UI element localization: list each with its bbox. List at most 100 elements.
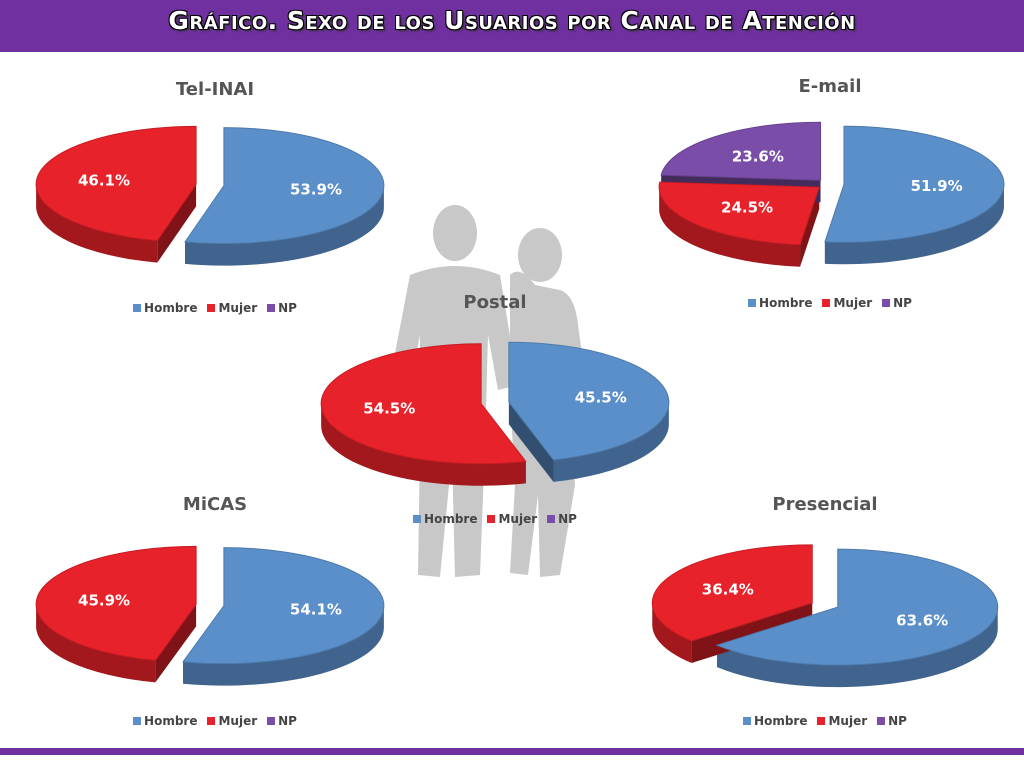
data-label-mujer: 54.5%: [363, 399, 415, 417]
chart-legend: Hombre Mujer NP: [650, 714, 1000, 728]
chart-presencial: Presencial 63.6% 36.4% Hombre Mujer NP: [650, 490, 1000, 740]
legend-label: Mujer: [498, 512, 538, 526]
legend-item-hombre: Hombre: [133, 301, 197, 315]
legend-swatch: [882, 299, 891, 307]
legend-item-np: NP: [877, 714, 907, 728]
pie-slice-wall: [183, 605, 384, 686]
pie-slice-wall: [717, 607, 998, 688]
legend-swatch: [267, 304, 276, 312]
chart-legend: Hombre Mujer NP: [40, 301, 390, 315]
legend-label: NP: [278, 714, 297, 728]
pie-slice-side-mujer: [36, 184, 197, 263]
legend-swatch: [487, 515, 496, 523]
chart-email: E-mail 51.9% 24.5% 23.6% Hombre Mujer NP: [658, 72, 1005, 322]
legend-swatch: [817, 717, 826, 725]
pie-slice-hombre: [508, 341, 670, 461]
chart-title: MiCAS: [182, 494, 248, 515]
chart-tel-inai: Tel-INAI 53.9% 46.1% Hombre Mujer NP: [35, 75, 390, 325]
chart-title: Postal: [463, 292, 527, 313]
pie-slice-cut-face: [508, 402, 554, 482]
legend-label: Mujer: [828, 714, 868, 728]
pie-slice-side-hombre: [508, 402, 669, 482]
data-label-mujer: 46.1%: [78, 171, 130, 189]
data-label-mujer: 45.9%: [78, 591, 130, 609]
pie-slice-cut-face: [157, 184, 197, 263]
data-label-hombre: 63.6%: [896, 611, 948, 629]
legend-swatch: [267, 717, 276, 725]
data-label-hombre: 51.9%: [911, 177, 963, 195]
legend-swatch: [822, 299, 831, 307]
data-label-mujer: 36.4%: [702, 581, 754, 599]
legend-item-mujer: Mujer: [207, 301, 257, 315]
legend-label: Mujer: [218, 714, 258, 728]
pie-slice-np: [660, 121, 822, 181]
pie-slice-mujer: [658, 181, 820, 246]
legend-label: Hombre: [144, 714, 198, 728]
legend-item-np: NP: [267, 301, 297, 315]
pie-chart: 63.6% 36.4%: [651, 544, 999, 688]
pie-slice-wall: [824, 184, 1004, 265]
legend-swatch: [743, 717, 752, 725]
legend-swatch: [877, 717, 886, 725]
pie-slice-mujer: [651, 544, 813, 642]
legend-swatch: [207, 717, 216, 725]
legend-swatch: [207, 304, 216, 312]
legend-item-mujer: Mujer: [822, 296, 872, 310]
data-label-mujer: 24.5%: [721, 198, 773, 216]
legend-item-mujer: Mujer: [487, 512, 537, 526]
pie-chart: 53.9% 46.1%: [35, 125, 385, 266]
pie-slice-hombre: [182, 547, 385, 665]
pie-chart: 45.5% 54.5%: [320, 341, 670, 486]
pie-slice-mujer: [320, 343, 527, 465]
legend-swatch: [748, 299, 757, 307]
legend-label: NP: [893, 296, 912, 310]
chart-legend: Hombre Mujer NP: [320, 512, 670, 526]
pie-chart: 51.9% 24.5% 23.6%: [658, 121, 1005, 267]
legend-swatch: [133, 304, 142, 312]
legend-label: Hombre: [759, 296, 813, 310]
pie-slice-hombre: [715, 548, 999, 666]
chart-legend: Hombre Mujer NP: [40, 714, 390, 728]
data-label-hombre: 53.9%: [290, 181, 342, 199]
pie-chart: 54.1% 45.9%: [35, 545, 385, 686]
pie-slice-cut-face: [155, 604, 197, 683]
legend-item-mujer: Mujer: [207, 714, 257, 728]
pie-slice-side-mujer: [36, 604, 197, 683]
chart-title: E-mail: [798, 76, 862, 97]
pie-slice-wall: [185, 185, 384, 266]
legend-label: NP: [888, 714, 907, 728]
data-label-hombre: 54.1%: [290, 601, 342, 619]
legend-label: NP: [558, 512, 577, 526]
legend-label: Mujer: [218, 301, 258, 315]
chart-postal: Postal 45.5% 54.5% Hombre Mujer NP: [320, 288, 670, 538]
pie-slice-cut-face: [691, 602, 813, 663]
pie-slice-side-mujer: [652, 602, 813, 663]
pie-slice-wall: [652, 602, 692, 663]
legend-label: Hombre: [424, 512, 478, 526]
pie-slice-wall: [321, 403, 526, 486]
pie-slice-mujer: [35, 125, 197, 242]
chart-title: Presencial: [772, 494, 878, 515]
pie-slice-wall: [36, 604, 156, 683]
chart-title: Tel-INAI: [175, 79, 255, 100]
pie-slice-hombre: [824, 125, 1005, 243]
pie-slice-wall: [659, 187, 801, 267]
legend-label: NP: [278, 301, 297, 315]
legend-item-hombre: Hombre: [133, 714, 197, 728]
legend-item-np: NP: [547, 512, 577, 526]
legend-item-hombre: Hombre: [748, 296, 812, 310]
legend-item-hombre: Hombre: [413, 512, 477, 526]
legend-item-np: NP: [882, 296, 912, 310]
legend-item-np: NP: [267, 714, 297, 728]
legend-item-hombre: Hombre: [743, 714, 807, 728]
pie-slice-hombre: [184, 127, 385, 245]
data-label-np: 23.6%: [732, 148, 784, 166]
legend-label: Mujer: [833, 296, 873, 310]
legend-label: Hombre: [144, 301, 198, 315]
legend-swatch: [547, 515, 556, 523]
legend-swatch: [133, 717, 142, 725]
pie-slice-mujer: [35, 545, 197, 661]
data-label-hombre: 45.5%: [575, 389, 627, 407]
legend-item-mujer: Mujer: [817, 714, 867, 728]
pie-slice-cut-face: [800, 187, 820, 267]
